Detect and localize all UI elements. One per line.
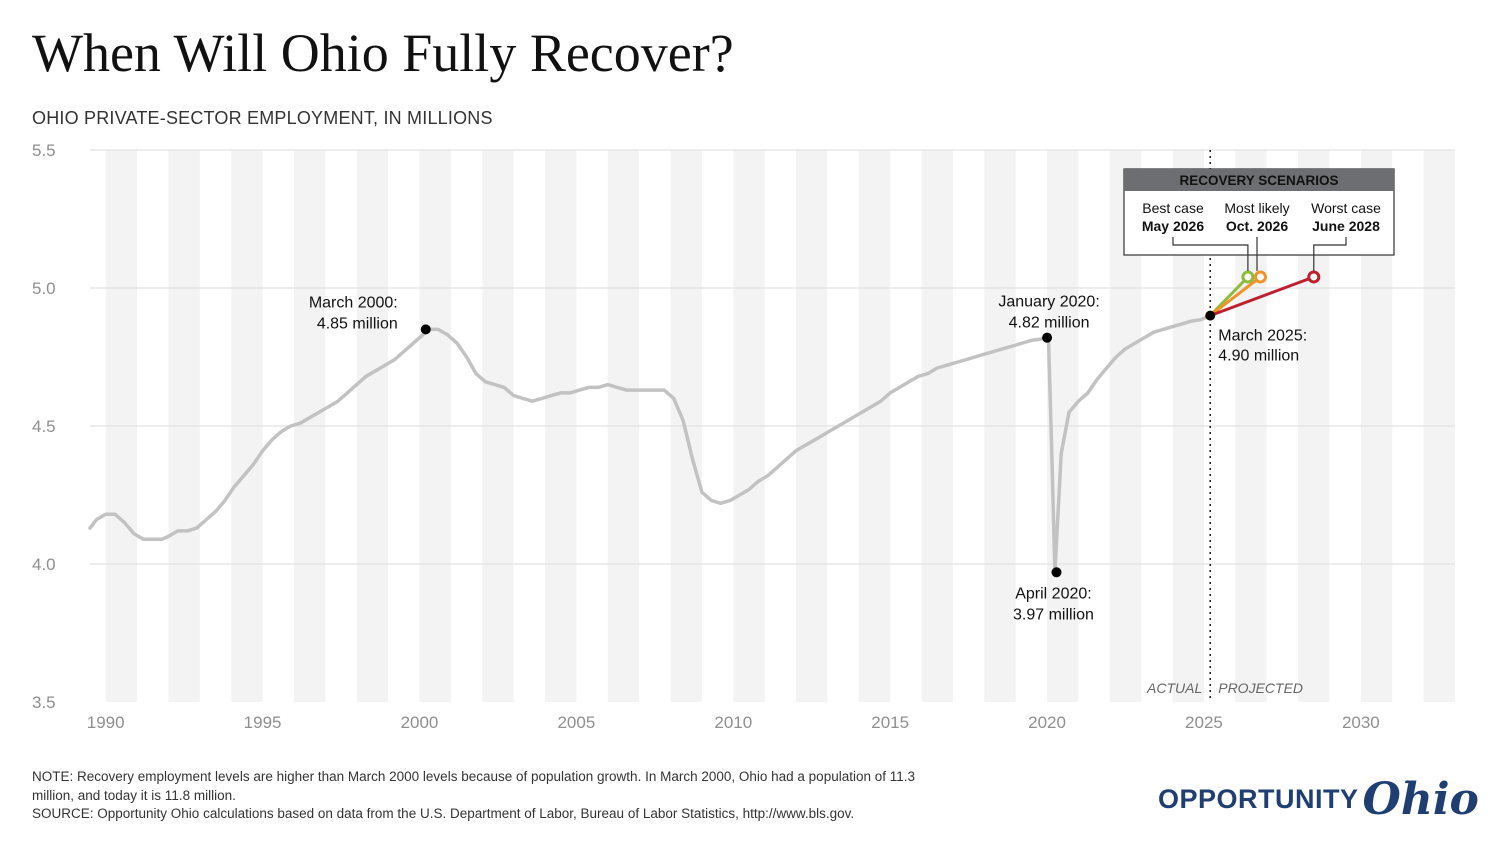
- annotation-text: 3.97 million: [1013, 606, 1094, 623]
- projected-label: PROJECTED: [1218, 680, 1303, 696]
- annotation-text: 4.82 million: [1009, 315, 1090, 332]
- scenario-label: Most likely: [1224, 200, 1289, 216]
- horizontal-gridlines: [90, 149, 1455, 565]
- scenario-date: June 2028: [1312, 218, 1380, 234]
- scenario-end-marker: [1253, 270, 1267, 284]
- data-point-markers: [420, 270, 1321, 578]
- y-tick-label: 4.0: [32, 555, 56, 574]
- scenario-end-marker: [1307, 270, 1321, 284]
- scenario-label: Worst case: [1311, 200, 1381, 216]
- opportunity-ohio-logo: OPPORTUNITYOhio: [1158, 774, 1479, 825]
- chart-subtitle: OHIO PRIVATE-SECTOR EMPLOYMENT, IN MILLI…: [32, 108, 493, 128]
- scenario-line: [1208, 275, 1316, 318]
- annotation-text: March 2000:: [309, 294, 398, 311]
- footer-note: NOTE: Recovery employment levels are hig…: [32, 769, 916, 803]
- annotation-point: [420, 324, 431, 335]
- scenario-date: May 2026: [1142, 218, 1204, 234]
- x-axis-tick-labels: 1990 1995 2000 2005 2010 2015 2020 2025 2030: [87, 713, 1380, 732]
- x-tick-label: 2010: [714, 713, 752, 732]
- annotation-text: 4.90 million: [1218, 348, 1299, 365]
- x-tick-label: 2000: [401, 713, 439, 732]
- scenario-line: [1208, 275, 1262, 318]
- x-tick-label: 2005: [557, 713, 595, 732]
- chart-footer: NOTE: Recovery employment levels are hig…: [32, 768, 952, 824]
- annotation-text: April 2020:: [1015, 585, 1092, 602]
- y-axis-tick-labels: 3.5 4.0 4.5 5.0 5.5: [32, 141, 56, 712]
- recovery-scenarios-box: RECOVERY SCENARIOS Best case May 2026 Most …: [1123, 168, 1395, 271]
- annotation-text: 4.85 million: [317, 315, 398, 332]
- annotation-point: [1205, 310, 1216, 321]
- page-title: When Will Ohio Fully Recover?: [32, 23, 734, 83]
- x-tick-label: 1990: [87, 713, 125, 732]
- x-tick-label: 2030: [1342, 713, 1380, 732]
- actual-label: ACTUAL: [1146, 680, 1202, 696]
- scenarios-box-header: [1124, 169, 1394, 191]
- y-tick-label: 5.0: [32, 279, 56, 298]
- scenario-leader-line: [1313, 237, 1347, 271]
- scenario-leader-line: [1172, 237, 1249, 271]
- annotation-point: [1042, 332, 1053, 343]
- logo-wordmark: OPPORTUNITY: [1158, 784, 1359, 814]
- logo-script-text: Ohio: [1362, 774, 1479, 825]
- y-tick-label: 4.5: [32, 417, 56, 436]
- y-tick-label: 3.5: [32, 693, 56, 712]
- x-tick-label: 1995: [244, 713, 282, 732]
- data-annotations: March 2000: 4.85 million January 2020: 4.82…: [309, 294, 1307, 624]
- x-tick-label: 2025: [1185, 713, 1223, 732]
- scenario-end-marker: [1241, 270, 1255, 284]
- annotation-text: March 2025:: [1218, 328, 1307, 345]
- x-tick-label: 2020: [1028, 713, 1066, 732]
- y-tick-label: 5.5: [32, 141, 56, 160]
- scenario-date: Oct. 2026: [1226, 218, 1288, 234]
- annotation-point: [1051, 567, 1062, 578]
- scenario-label: Best case: [1142, 200, 1204, 216]
- employment-chart: 3.5 4.0 4.5 5.0 5.5 1990 1995 2000 2005 2010 2015…: [32, 141, 1455, 732]
- footer-source: SOURCE: Opportunity Ohio calculations ba…: [32, 806, 855, 821]
- x-tick-label: 2015: [871, 713, 909, 732]
- annotation-text: January 2020:: [998, 294, 1099, 311]
- scenarios-box-title: RECOVERY SCENARIOS: [1179, 173, 1338, 188]
